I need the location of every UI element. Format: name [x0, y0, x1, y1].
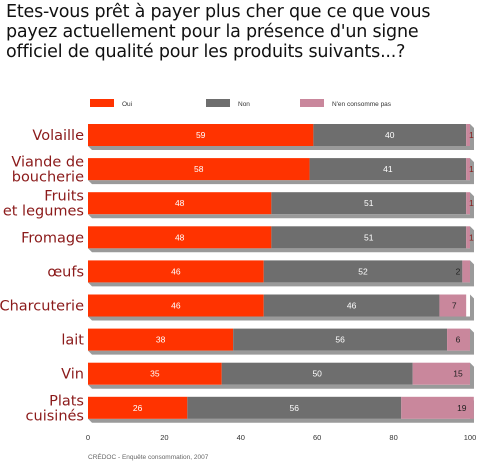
data-label: 35 [150, 369, 160, 379]
category-label: lait [61, 333, 84, 349]
data-label: 56 [290, 403, 300, 413]
data-label: 46 [171, 266, 181, 276]
bar-depth [88, 260, 474, 287]
bar-segment [412, 362, 470, 385]
bars: 59 40 1 58 41 1 48 51 1 48 51 1 46 52 2 46 46 7 38 56 6 35 50 1… [88, 124, 474, 423]
legend: Oui Non N'en consomme pas [90, 99, 392, 108]
bar-segment [221, 362, 413, 385]
data-label: 58 [194, 164, 204, 174]
data-label: 48 [175, 198, 185, 208]
bar-segment [401, 396, 474, 419]
bar-depth [88, 158, 474, 185]
data-label: 46 [347, 301, 357, 311]
bar-depth [88, 226, 474, 253]
category-label: œufs [47, 264, 84, 280]
bar-segment [88, 396, 188, 419]
bar-segment [88, 158, 310, 181]
chart-title: Etes-vous prêt à payer plus cher que ce … [6, 2, 431, 62]
data-label: 46 [171, 301, 181, 311]
data-label: 1 [469, 232, 474, 242]
bar-depth [88, 396, 474, 423]
bar-segment [88, 328, 234, 351]
legend-swatch [300, 99, 324, 107]
legend-swatch [90, 99, 114, 107]
bar-segment [447, 328, 470, 351]
bar-depth [88, 294, 474, 321]
legend-label: N'en consomme pas [332, 101, 392, 108]
bar-segment [313, 124, 467, 146]
x-tick-label: 0 [86, 433, 90, 442]
data-label: 7 [452, 301, 457, 311]
data-label: 1 [469, 164, 474, 174]
x-tick-label: 20 [160, 433, 168, 442]
source-note: CRÉDOC - Enquête consommation, 2007 [88, 454, 209, 461]
bar-segment [88, 362, 222, 385]
bar-segment [466, 124, 470, 146]
category-label: Fromage [21, 230, 84, 246]
bar-segment [233, 328, 448, 351]
bar-segment [88, 260, 264, 283]
bar-segment [466, 226, 470, 249]
data-label: 48 [175, 232, 185, 242]
bar-segment [263, 260, 463, 283]
category-label: Volaille [32, 128, 84, 144]
bar-segment [462, 260, 470, 283]
data-label: 6 [456, 335, 461, 345]
bar-segment [187, 396, 402, 419]
category-label: Viande de [11, 155, 84, 171]
category-label: Vin [61, 367, 84, 383]
data-label: 56 [335, 335, 345, 345]
bar-segment [309, 158, 467, 181]
x-axis: 0 20 40 60 80 100 [86, 433, 476, 442]
bar-depth [88, 124, 474, 150]
data-label: 1 [469, 198, 474, 208]
legend-swatch [206, 99, 230, 107]
data-label: 15 [453, 369, 463, 379]
x-tick-label: 60 [313, 433, 321, 442]
bar-depth [88, 192, 474, 219]
bar-segment [466, 192, 470, 215]
bar-segment [88, 294, 264, 317]
bar-segment [439, 294, 467, 317]
legend-label: Non [238, 101, 250, 108]
bar-segment [271, 192, 467, 215]
bar-segment [466, 158, 470, 181]
category-label: cuisinés [26, 408, 84, 424]
data-label: 1 [469, 130, 474, 140]
legend-label: Oui [122, 101, 132, 108]
x-tick-label: 100 [464, 433, 477, 442]
data-label: 51 [364, 198, 374, 208]
category-label: Charcuterie [0, 299, 84, 315]
data-label: 59 [196, 130, 206, 140]
category-label: et legumes [3, 204, 84, 220]
data-label: 38 [156, 335, 166, 345]
data-label: 52 [358, 266, 368, 276]
data-label: 19 [457, 403, 467, 413]
x-tick-label: 80 [389, 433, 397, 442]
bar-segment [88, 226, 272, 249]
bar-depth [88, 328, 474, 355]
category-label: boucherie [12, 170, 84, 186]
data-label: 41 [383, 164, 393, 174]
data-label: 2 [456, 266, 461, 276]
category-label: Fruits [44, 189, 84, 205]
bar-segment [271, 226, 467, 249]
data-label: 50 [312, 369, 322, 379]
data-label: 40 [385, 130, 395, 140]
x-tick-label: 40 [237, 433, 245, 442]
data-label: 51 [364, 232, 374, 242]
bar-segment [88, 124, 314, 146]
bar-segment [88, 192, 272, 215]
category-label: Plats [49, 393, 84, 409]
bar-depth [88, 362, 474, 389]
bar-segment [263, 294, 440, 317]
data-label: 26 [133, 403, 143, 413]
